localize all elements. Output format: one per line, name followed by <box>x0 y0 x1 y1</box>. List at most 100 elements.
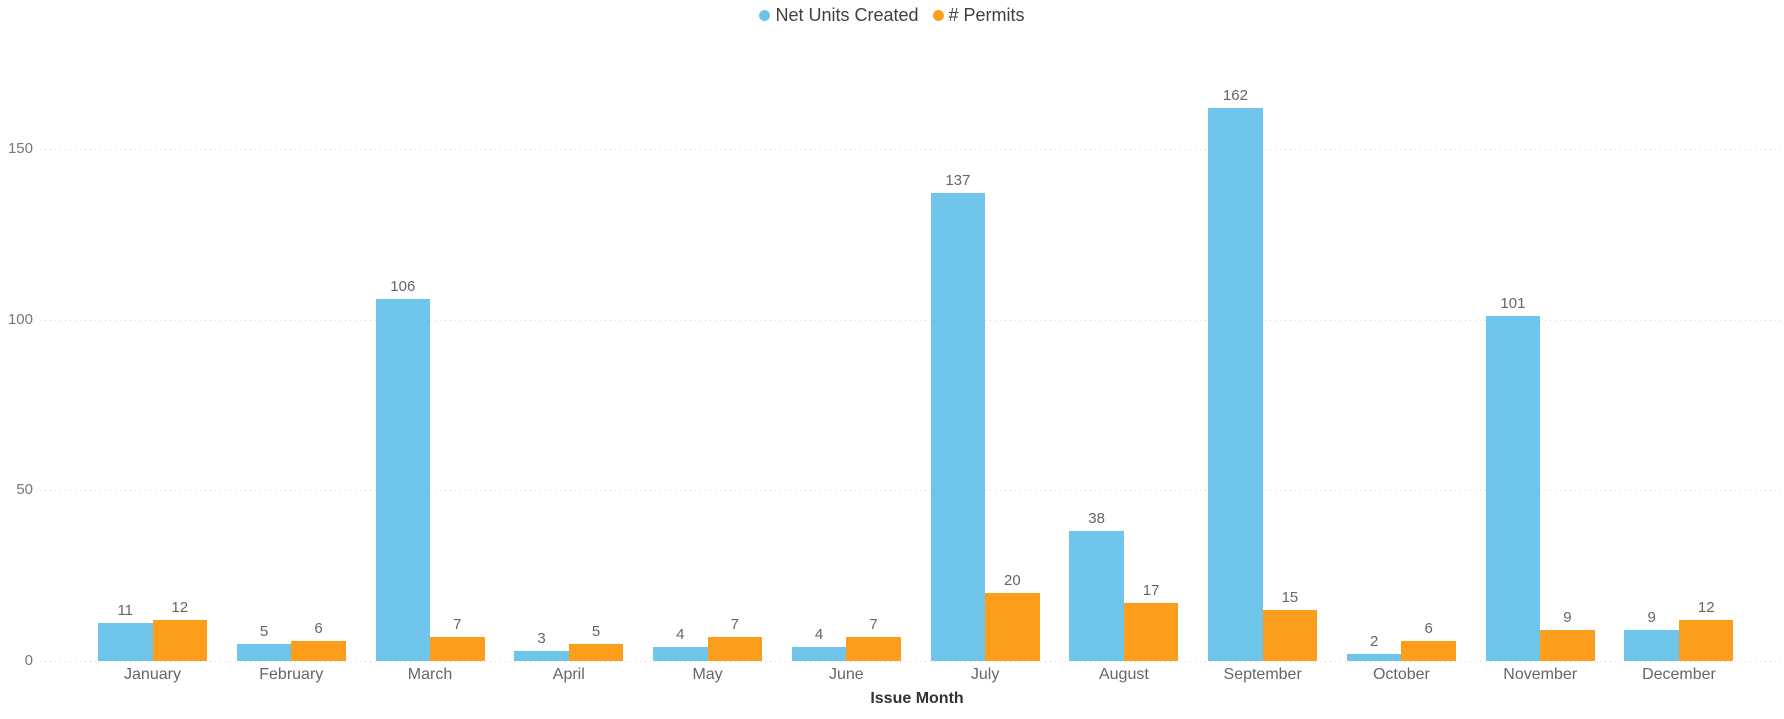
bar-value-label: 101 <box>1500 295 1526 313</box>
bar-column: 38 <box>1069 510 1124 661</box>
bar-value-label: 2 <box>1370 633 1379 651</box>
y-axis-tick-label: 50 <box>16 481 33 499</box>
bar-net-units-created-february[interactable] <box>236 643 292 661</box>
bar-column: 7 <box>430 616 485 661</box>
bar-column: 15 <box>1262 589 1318 661</box>
bar-permits-may[interactable] <box>707 637 763 661</box>
x-axis-category-label: February <box>259 666 324 683</box>
bar-cluster-august: 38 17 <box>1069 510 1179 661</box>
bar-permits-august[interactable] <box>1123 602 1179 661</box>
gridline-100 <box>40 319 1782 321</box>
x-axis-category-label: January <box>124 666 181 683</box>
bar-column: 101 <box>1485 295 1541 661</box>
bar-net-units-created-august[interactable] <box>1069 531 1124 661</box>
bar-column: 12 <box>152 599 207 661</box>
legend-item-net-units-created[interactable]: Net Units Created <box>759 5 919 26</box>
x-axis-category-label: March <box>407 666 453 683</box>
bar-cluster-december: 9 12 <box>1624 599 1734 661</box>
bar-net-units-created-january[interactable] <box>98 623 153 661</box>
bar-value-label: 137 <box>945 172 971 190</box>
legend-label: Net Units Created <box>775 5 919 25</box>
bar-permits-june[interactable] <box>846 637 901 661</box>
bar-value-label: 12 <box>1697 599 1715 617</box>
legend-dot-net-units-created-icon <box>759 10 771 21</box>
bar-net-units-created-october[interactable] <box>1346 654 1402 661</box>
bar-permits-september[interactable] <box>1262 609 1318 661</box>
bar-cluster-july: 137 20 <box>930 172 1040 661</box>
y-axis-tick-label: 150 <box>7 140 33 157</box>
bar-value-label: 5 <box>591 622 601 640</box>
bar-permits-july[interactable] <box>985 592 1040 661</box>
bar-value-label: 7 <box>730 616 739 634</box>
bar-column: 12 <box>1678 599 1734 661</box>
bar-net-units-created-june[interactable] <box>791 647 847 661</box>
bar-permits-february[interactable] <box>291 640 346 661</box>
bar-permits-january[interactable] <box>152 620 207 661</box>
bar-column: 3 <box>514 630 569 661</box>
bar-column: 6 <box>1401 620 1456 661</box>
bar-permits-april[interactable] <box>568 643 624 661</box>
bar-permits-october[interactable] <box>1401 640 1456 661</box>
chart-legend: Net Units Created # Permits <box>0 5 1784 26</box>
bar-value-label: 12 <box>171 599 189 617</box>
bar-permits-march[interactable] <box>430 637 485 661</box>
x-axis-title: Issue Month <box>870 690 964 707</box>
bar-column: 4 <box>791 626 847 661</box>
bar-net-units-created-december[interactable] <box>1624 630 1679 661</box>
gridline-150 <box>40 149 1782 150</box>
x-axis-category-label: September <box>1223 666 1302 683</box>
bar-net-units-created-march[interactable] <box>375 299 431 661</box>
bar-value-label: 6 <box>314 619 323 637</box>
bar-column: 11 <box>98 602 153 661</box>
bar-value-label: 20 <box>1004 571 1021 589</box>
bar-column: 6 <box>291 620 346 661</box>
bar-value-label: 11 <box>117 602 134 620</box>
bar-net-units-created-november[interactable] <box>1485 316 1541 661</box>
bar-column: 20 <box>985 572 1040 661</box>
bar-column: 2 <box>1346 633 1402 661</box>
bar-column: 7 <box>707 616 763 661</box>
bar-value-label: 4 <box>676 626 685 644</box>
x-axis-category-label: November <box>1503 666 1578 683</box>
bar-net-units-created-september[interactable] <box>1208 108 1263 661</box>
bar-value-label: 38 <box>1088 510 1105 528</box>
bar-cluster-january: 11 12 <box>98 599 207 661</box>
bar-value-label: 162 <box>1222 87 1248 105</box>
bar-permits-december[interactable] <box>1678 620 1734 661</box>
x-axis-category-label: December <box>1642 666 1716 683</box>
bar-net-units-created-july[interactable] <box>930 193 986 661</box>
gridline-0 <box>40 661 1782 662</box>
bar-net-units-created-april[interactable] <box>514 650 569 661</box>
x-axis-category-label: April <box>552 666 585 683</box>
bar-column: 106 <box>375 278 431 661</box>
gridline-50 <box>40 490 1782 492</box>
bar-value-label: 9 <box>1563 609 1572 627</box>
bar-value-label: 4 <box>814 626 824 644</box>
bar-column: 162 <box>1208 87 1263 661</box>
x-axis-category-label: August <box>1098 666 1149 683</box>
bar-cluster-september: 162 15 <box>1208 87 1318 661</box>
bar-value-label: 106 <box>390 278 416 296</box>
y-axis-tick-label: 100 <box>7 310 33 328</box>
legend-item-permits[interactable]: # Permits <box>932 5 1025 26</box>
bar-net-units-created-may[interactable] <box>653 647 708 661</box>
bar-permits-november[interactable] <box>1540 630 1595 661</box>
bar-value-label: 9 <box>1647 609 1656 627</box>
x-axis-category-label: June <box>828 666 864 683</box>
bar-column: 137 <box>930 172 986 661</box>
bar-column: 7 <box>846 616 901 661</box>
bar-value-label: 6 <box>1424 619 1433 637</box>
bar-column: 5 <box>568 622 624 661</box>
x-axis-category-label: May <box>692 666 723 683</box>
bar-value-label: 7 <box>869 616 878 634</box>
x-axis-category-label: October <box>1372 666 1430 683</box>
bar-column: 4 <box>653 626 708 661</box>
bar-column: 17 <box>1123 582 1179 661</box>
bar-cluster-november: 101 9 <box>1485 295 1595 661</box>
